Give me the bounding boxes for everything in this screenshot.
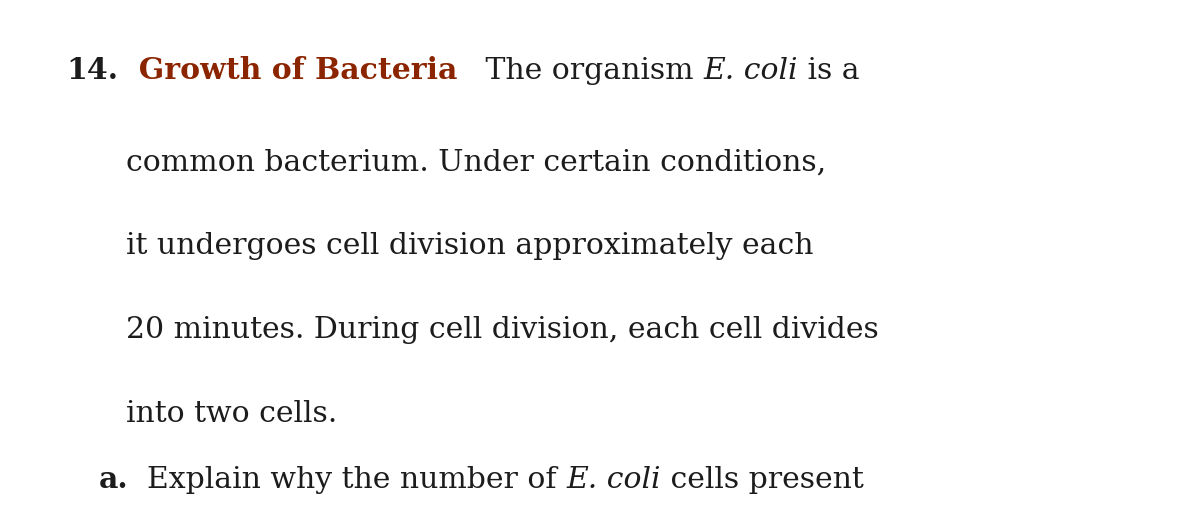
Text: The organism: The organism [457,57,703,85]
Text: is a: is a [798,57,859,85]
Text: common bacterium. Under certain conditions,: common bacterium. Under certain conditio… [126,148,827,176]
Text: 14.: 14. [66,56,118,85]
Text: 20 minutes. During cell division, each cell divides: 20 minutes. During cell division, each c… [126,316,878,344]
Text: Explain why the number of: Explain why the number of [128,466,566,494]
Text: cells present: cells present [660,466,863,494]
Text: E. coli: E. coli [703,57,798,85]
Text: into two cells.: into two cells. [126,400,337,428]
Text: Growth of Bacteria: Growth of Bacteria [118,56,457,85]
Text: it undergoes cell division approximately each: it undergoes cell division approximately… [126,232,814,260]
Text: E. coli: E. coli [566,466,660,494]
Text: a.: a. [98,465,128,494]
